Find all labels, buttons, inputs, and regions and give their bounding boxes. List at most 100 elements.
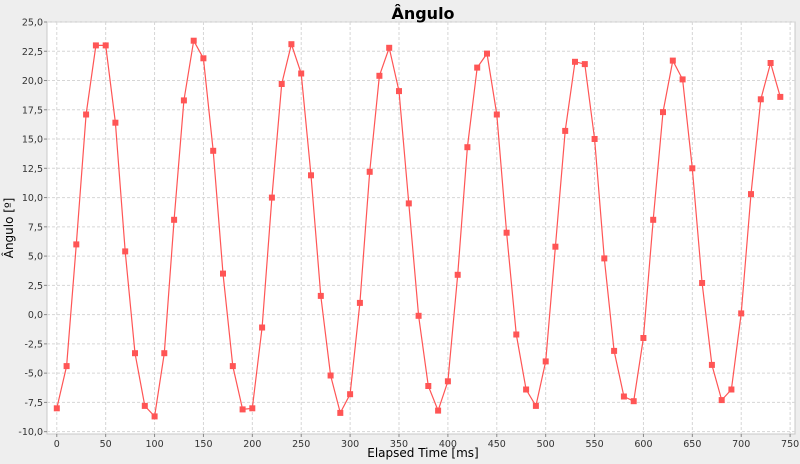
data-point xyxy=(366,168,373,175)
axes: 0 50 100 150 200 250 300 350 400 450 500 550 600 650 7… xyxy=(18,18,799,451)
data-point xyxy=(572,58,578,65)
data-point xyxy=(620,393,627,400)
data-point xyxy=(591,136,598,142)
data-point xyxy=(327,372,334,379)
y-tick-label: 17,5 xyxy=(22,105,43,116)
x-tick-label: 100 xyxy=(145,439,163,450)
data-point xyxy=(171,216,178,223)
data-point xyxy=(757,96,764,103)
y-tick-label: 15,0 xyxy=(22,135,43,146)
x-tick-label: 600 xyxy=(634,439,652,450)
y-tick-label: -10,0 xyxy=(18,427,43,438)
x-tick-label: 550 xyxy=(585,439,603,450)
data-point xyxy=(288,41,295,48)
x-tick-label: 500 xyxy=(537,439,555,450)
data-point xyxy=(63,363,70,370)
data-point xyxy=(699,280,706,286)
data-point xyxy=(249,405,256,412)
data-point xyxy=(689,165,696,172)
data-point xyxy=(92,42,99,49)
data-point xyxy=(356,299,363,306)
data-point xyxy=(650,216,657,223)
data-point xyxy=(464,144,471,151)
data-point xyxy=(278,81,285,87)
data-point xyxy=(630,398,637,405)
data-point xyxy=(141,402,148,409)
data-point xyxy=(454,271,461,278)
data-point xyxy=(210,147,217,154)
data-point xyxy=(552,243,559,250)
data-point xyxy=(484,50,490,57)
y-tick-label: -5,0 xyxy=(24,369,43,380)
y-axis-label: Ângulo [º] xyxy=(1,198,16,259)
data-point xyxy=(53,405,60,412)
x-tick-label: 400 xyxy=(439,439,457,450)
data-point xyxy=(513,331,520,338)
data-point xyxy=(474,64,481,71)
y-tick-label: 12,5 xyxy=(22,164,43,175)
data-point xyxy=(102,42,109,49)
data-point xyxy=(151,413,158,420)
data-point xyxy=(259,324,266,331)
x-tick-label: 650 xyxy=(683,439,701,450)
data-point xyxy=(317,292,324,299)
data-point xyxy=(112,119,119,126)
plot-area xyxy=(46,21,796,435)
y-tick-label: 7,5 xyxy=(28,222,43,233)
data-point xyxy=(415,312,422,319)
data-point xyxy=(640,335,647,341)
data-point xyxy=(220,270,226,277)
data-point xyxy=(337,409,344,416)
data-point xyxy=(444,378,451,385)
data-point xyxy=(523,386,530,393)
data-point xyxy=(132,350,138,357)
data-point xyxy=(679,76,686,83)
data-series xyxy=(53,37,784,420)
data-point xyxy=(562,127,569,134)
data-point xyxy=(581,61,588,68)
x-tick-label: 150 xyxy=(194,439,212,450)
y-tick-label: -7,5 xyxy=(24,398,43,409)
data-point xyxy=(122,248,129,255)
chart-title: Ângulo xyxy=(391,4,454,23)
y-tick-label: 10,0 xyxy=(22,193,43,204)
x-tick-label: 350 xyxy=(390,439,408,450)
data-point xyxy=(308,172,314,179)
data-point xyxy=(503,229,510,236)
data-point xyxy=(493,111,500,118)
x-tick-label: 750 xyxy=(781,439,799,450)
x-tick-label: 700 xyxy=(732,439,750,450)
y-tick-label: 0,0 xyxy=(28,310,43,321)
data-point xyxy=(611,347,618,354)
x-tick-label: 450 xyxy=(488,439,506,450)
data-point xyxy=(405,200,412,207)
data-point xyxy=(190,37,197,44)
data-point xyxy=(376,72,383,79)
x-tick-label: 50 xyxy=(100,439,112,450)
y-tick-label: 20,0 xyxy=(22,76,43,87)
data-point xyxy=(601,255,608,262)
x-axis-label: Elapsed Time [ms] xyxy=(367,446,478,460)
data-point xyxy=(396,88,402,95)
data-point xyxy=(229,363,236,370)
y-tick-label: 25,0 xyxy=(22,18,43,29)
x-tick-label: 200 xyxy=(243,439,261,450)
grid-lines xyxy=(47,21,795,434)
data-point xyxy=(268,194,275,201)
data-point xyxy=(83,111,90,118)
data-point xyxy=(708,361,715,368)
data-point xyxy=(200,55,207,62)
data-point xyxy=(239,406,246,413)
data-point xyxy=(347,391,354,398)
x-tick-label: 300 xyxy=(341,439,359,450)
data-point xyxy=(738,310,745,317)
data-point xyxy=(386,44,393,51)
data-point xyxy=(532,402,539,409)
data-point xyxy=(73,241,80,248)
x-tick-label: 250 xyxy=(292,439,310,450)
data-point xyxy=(298,70,305,77)
data-point xyxy=(425,383,432,389)
data-point xyxy=(669,57,676,64)
data-point xyxy=(748,191,754,198)
data-point xyxy=(777,93,784,100)
